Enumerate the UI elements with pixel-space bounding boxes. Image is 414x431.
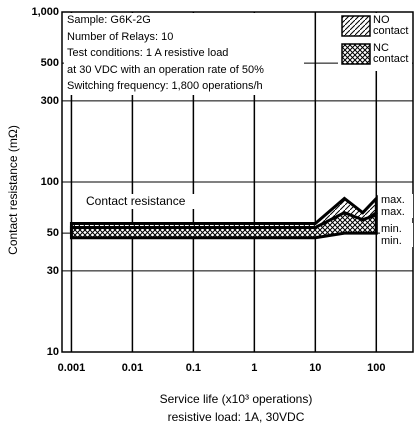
- x-tick-label: 0.1: [186, 362, 201, 374]
- annotation: at 30 VDC with an operation rate of 50%: [67, 64, 264, 76]
- annotation: Test conditions: 1 A resistive load: [67, 47, 228, 59]
- annotation: Sample: G6K-2G: [67, 14, 151, 26]
- x-tick-label: 10: [309, 362, 321, 374]
- limit-label: min.: [381, 235, 402, 247]
- annotation-box: [64, 13, 304, 95]
- y-tick-label: 30: [47, 265, 59, 277]
- annotation: Number of Relays: 10: [67, 31, 173, 43]
- y-tick-label: 100: [41, 176, 59, 188]
- limit-label-bg: [380, 223, 413, 235]
- x-tick-label: 0.001: [58, 362, 86, 374]
- limit-label-bg: [380, 235, 413, 247]
- legend-swatch: [341, 43, 371, 65]
- y-axis-label: Contact resistance (mΩ): [6, 125, 20, 255]
- legend-swatch: [341, 15, 371, 37]
- limit-label: min.: [381, 223, 402, 235]
- annotation: Switching frequency: 1,800 operations/h: [67, 80, 263, 92]
- y-tick-label: 500: [41, 57, 59, 69]
- x-axis-label: Service life (x10³ operations): [160, 392, 313, 406]
- x-tick-label: 0.01: [122, 362, 143, 374]
- limit-label-bg: [380, 194, 413, 206]
- y-tick-label: 10: [47, 346, 59, 358]
- y-tick-label: 300: [41, 95, 59, 107]
- y-tick-label: 1,000: [31, 6, 59, 18]
- legend-label: NO contact: [373, 14, 409, 37]
- limit-label: max.: [381, 206, 405, 218]
- band-area: [69, 211, 378, 240]
- band-label: Contact resistance: [86, 194, 186, 208]
- limit-label: max.: [381, 194, 405, 206]
- x-axis-sublabel: resistive load: 1A, 30VDC: [168, 410, 305, 424]
- limit-label-bg: [380, 206, 413, 218]
- legend-label: NC contact: [373, 42, 409, 65]
- x-tick-label: 1: [251, 362, 257, 374]
- band-label-bg: [82, 194, 200, 209]
- x-tick-label: 100: [367, 362, 385, 374]
- y-tick-label: 50: [47, 227, 59, 239]
